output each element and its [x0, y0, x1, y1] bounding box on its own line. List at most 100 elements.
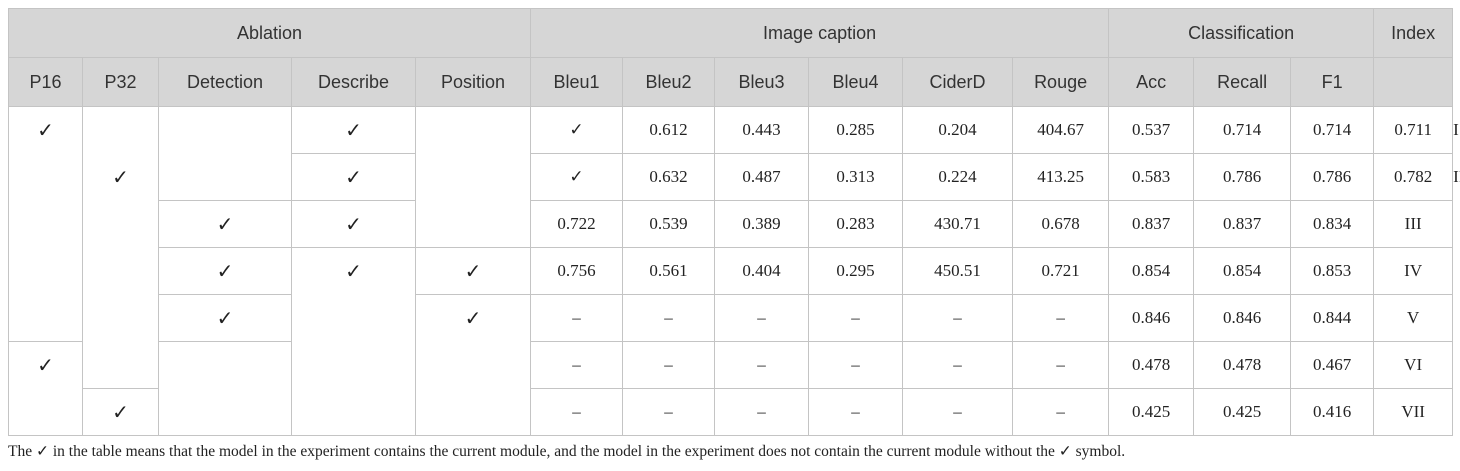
value-cell: 0.467	[1290, 341, 1375, 389]
column-header: Describe	[291, 57, 416, 107]
column-header: CiderD	[902, 57, 1014, 107]
value-cell: 0.478	[1193, 341, 1292, 389]
value-cell: 0.443	[714, 106, 810, 154]
value-cell: 0.632	[622, 153, 716, 201]
empty-cell	[414, 106, 532, 248]
value-cell: 0.756	[530, 247, 624, 295]
value-cell: –	[1012, 341, 1110, 389]
check-cell: ✓	[82, 106, 159, 389]
value-cell: IV	[1373, 247, 1454, 295]
value-cell: –	[622, 388, 716, 436]
value-cell: V	[1373, 294, 1454, 342]
column-header: P16	[8, 57, 83, 107]
value-cell: –	[808, 294, 904, 342]
check-cell: ✓	[158, 200, 292, 248]
value-cell: 0.853	[1290, 247, 1375, 295]
empty-cell	[158, 341, 292, 436]
value-cell: 0.846	[1193, 294, 1292, 342]
column-header: Recall	[1193, 57, 1292, 107]
group-header: Classification	[1108, 8, 1375, 58]
value-cell: 0.539	[622, 200, 716, 248]
value-cell: –	[714, 388, 810, 436]
value-cell: 404.67	[1012, 106, 1110, 154]
value-cell: VI	[1373, 341, 1454, 389]
value-cell: –	[530, 341, 624, 389]
column-header: Bleu4	[808, 57, 904, 107]
column-header: P32	[82, 57, 159, 107]
value-cell: 0.204	[902, 106, 1014, 154]
value-cell: 0.478	[1108, 341, 1195, 389]
value-cell: 0.714	[1290, 106, 1375, 154]
value-cell: 430.71	[902, 200, 1014, 248]
value-cell: III	[1373, 200, 1454, 248]
value-cell: 0.786	[1193, 153, 1292, 201]
column-header: Acc	[1108, 57, 1195, 107]
header-row: P16 P32 Detection Describe Position Bleu1 Bleu…	[8, 57, 1454, 107]
value-cell: 0.721	[1012, 247, 1110, 295]
value-cell: 0.678	[1012, 200, 1110, 248]
value-cell: 0.425	[1108, 388, 1195, 436]
check-cell: ✓	[8, 106, 83, 342]
value-cell: –	[808, 388, 904, 436]
check-cell: ✓	[414, 294, 532, 436]
value-cell: 413.25	[1012, 153, 1110, 201]
table-row: ✓ – – – – – –0.478 0.478 0.467 VI	[8, 341, 1454, 436]
value-cell: –	[902, 294, 1014, 342]
table-row: ✓ ✓ 0.722 0.539 0.389 0.283 430.71 0.678 0.837 0.…	[9, 200, 1454, 248]
value-cell: ✓	[530, 153, 624, 201]
column-header: F1	[1290, 57, 1375, 107]
column-header: Detection	[158, 57, 292, 107]
group-header: Image caption	[530, 8, 1110, 58]
value-cell: 0.537	[1108, 106, 1195, 154]
check-cell: ✓	[291, 200, 416, 248]
value-cell: –	[714, 294, 810, 342]
empty-cell	[158, 106, 292, 201]
value-cell: 0.283	[808, 200, 904, 248]
value-cell: 0.837	[1108, 200, 1195, 248]
value-cell: 0.714	[1193, 106, 1292, 154]
value-cell: –	[714, 341, 810, 389]
check-cell: ✓	[158, 294, 292, 342]
value-cell: –	[530, 388, 624, 436]
column-header: Rouge	[1012, 57, 1110, 107]
table-row: ✓ – – – – – –0.425 0.425 0.416 VII	[9, 388, 1454, 436]
value-cell: –	[808, 341, 904, 389]
column-header: Bleu1	[530, 57, 624, 107]
value-cell: 0.389	[714, 200, 810, 248]
check-cell: ✓	[291, 106, 416, 154]
value-cell: VII	[1373, 388, 1454, 436]
group-header-row: Ablation Image caption Classification In…	[7, 8, 1454, 58]
value-cell: 0.285	[808, 106, 904, 154]
value-cell: –	[622, 294, 716, 342]
value-cell: 0.854	[1108, 247, 1195, 295]
table-body: ✓ ✓ ✓ ✓ 0.612 0.443 0.285 0.204 404.67 0.537 0.714…	[8, 106, 1460, 436]
value-cell: 450.51	[902, 247, 1014, 295]
check-cell: ✓	[158, 247, 292, 295]
value-cell: 0.295	[808, 247, 904, 295]
value-cell: ✓	[530, 106, 624, 154]
column-header-empty	[1373, 57, 1454, 107]
value-cell: 0.711	[1373, 106, 1454, 154]
value-cell: 0.722	[530, 200, 624, 248]
value-cell: –	[1012, 294, 1110, 342]
check-cell: ✓	[8, 341, 83, 436]
table-row: ✓ ✓ ✓ 0.756 0.561 0.404 0.295 450.51 0.721 0.854 0…	[9, 247, 1454, 436]
value-cell: 0.561	[622, 247, 716, 295]
value-cell: 0.846	[1108, 294, 1195, 342]
table-row: ✓ ✓ ✓ ✓ 0.612 0.443 0.285 0.204 404.67 0.537 0.714…	[8, 106, 1459, 389]
value-cell: 0.837	[1193, 200, 1292, 248]
value-cell: 0.416	[1290, 388, 1375, 436]
value-cell: –	[902, 388, 1014, 436]
value-cell: 0.786	[1290, 153, 1375, 201]
value-cell: 0.313	[808, 153, 904, 201]
value-cell: 0.487	[714, 153, 810, 201]
column-header: Bleu2	[622, 57, 716, 107]
value-cell: 0.612	[622, 106, 716, 154]
column-header: Position	[414, 57, 532, 107]
value-cell: 0.404	[714, 247, 810, 295]
value-cell: 0.844	[1290, 294, 1375, 342]
value-cell: –	[622, 341, 716, 389]
value-cell: 0.782	[1373, 153, 1454, 201]
footnote: The ✓ in the table means that the model …	[8, 443, 1126, 460]
